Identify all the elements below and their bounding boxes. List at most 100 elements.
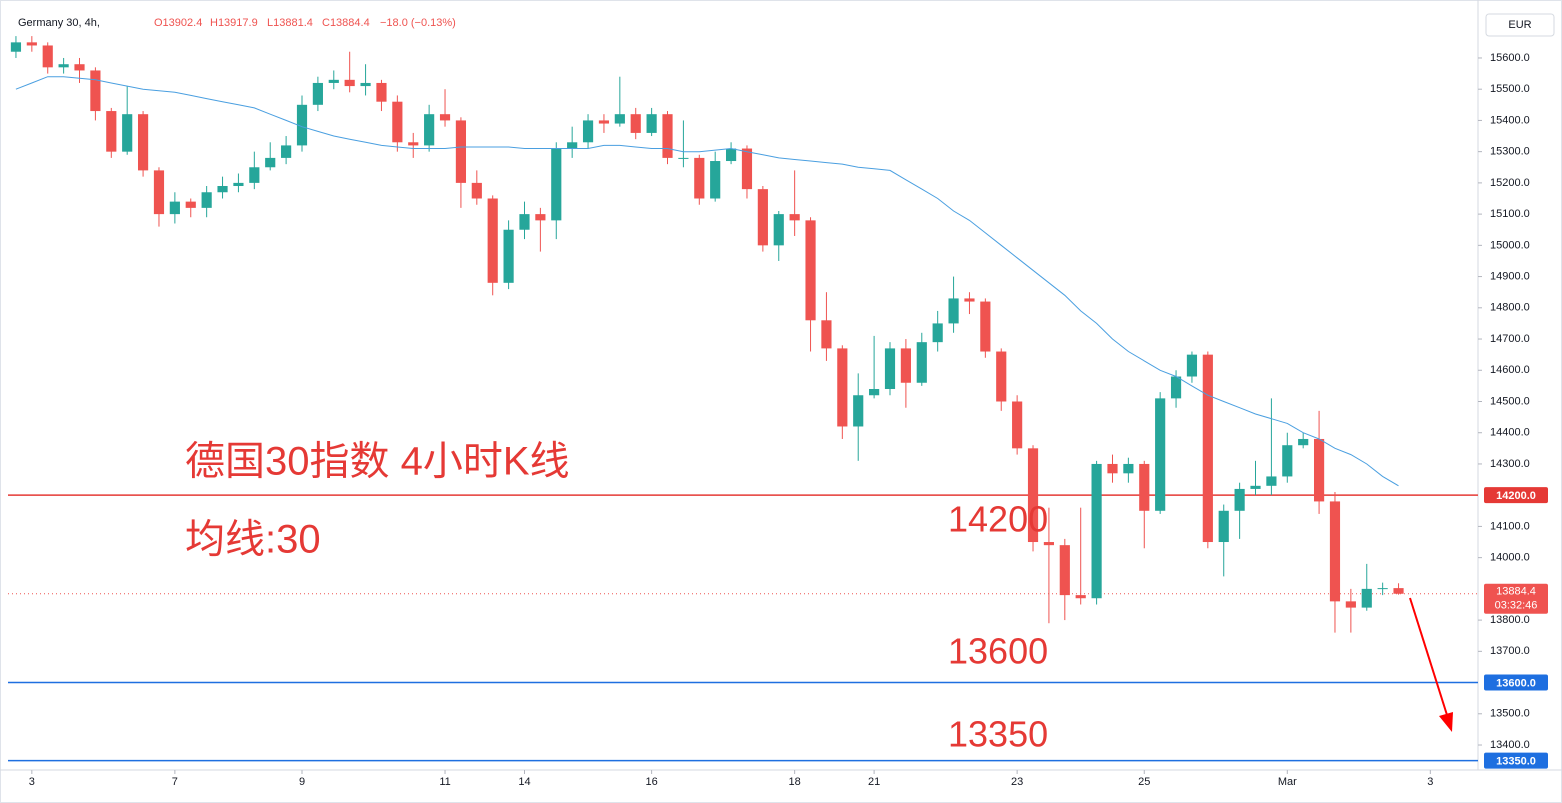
x-tick-label: 16 [645,776,657,788]
candle-body [74,64,85,71]
candle-body [249,167,260,183]
candle-body [376,82,387,102]
x-tick-label: 7 [172,776,178,788]
candle-body [1377,588,1388,590]
candle-body [281,145,292,158]
y-tick-label: 14400.0 [1490,427,1530,439]
candle-body [153,170,165,215]
candle-body [567,142,578,149]
level-label: 14200.0 [1496,490,1536,502]
candle-body [519,214,530,230]
x-tick-label: 25 [1138,776,1150,788]
candle-body [1075,595,1086,599]
candle-body [900,348,911,383]
y-tick-label: 14800.0 [1490,302,1530,314]
candle-body [853,395,864,427]
y-tick-label: 15400.0 [1490,114,1530,126]
candle-body [1361,588,1372,608]
candle-body [996,351,1007,402]
candle-body [10,42,22,52]
candle-body [598,120,610,124]
candle-body [980,301,991,352]
level-label: 13350.0 [1496,756,1536,768]
candle-body [535,214,546,221]
candle-body [837,348,848,427]
candle-body [471,182,482,199]
candle-body [265,157,276,168]
candle-body [757,189,768,246]
candle-body [916,342,927,383]
candle-body [964,298,975,302]
candle-body [725,148,737,162]
candle-body [1123,463,1134,474]
candle-body [392,101,403,143]
candle-body [1107,463,1118,474]
legend-change: −18.0 (−0.13%) [380,17,456,29]
candle-body [312,82,323,105]
candle-body [630,114,641,133]
candle-body [710,161,721,199]
y-tick-label: 15100.0 [1490,208,1530,220]
arrow-shaft [1409,597,1448,716]
y-tick-label: 14000.0 [1490,552,1530,564]
candle-body [1313,438,1325,502]
symbol: Germany 30, 4h, [18,17,100,29]
candle-body [1139,463,1150,511]
currency[interactable]: EUR [1508,19,1531,31]
candle-body [1186,354,1198,377]
legend-close: C13884.4 [322,17,370,29]
candle-body [1329,501,1341,602]
candle-body [821,320,832,349]
legend-open: O13902.4 [154,17,202,29]
candle-body [328,79,339,83]
candle-body [122,114,133,152]
candle-body [932,323,943,343]
candle-body [646,114,657,133]
y-tick-label: 14900.0 [1490,270,1530,282]
candle-body [90,70,101,112]
candle-body [1170,376,1182,399]
y-tick-label: 15300.0 [1490,146,1530,158]
candle-body [408,142,419,146]
x-tick-label: 18 [789,776,801,788]
candle-body [741,148,753,190]
candle-body [487,198,498,283]
candle-body [582,120,594,143]
level-label-box [1484,487,1548,504]
candle-body [1155,398,1166,511]
candle-body [439,114,451,121]
candle-body [217,186,228,193]
x-tick-label: 3 [1427,776,1433,788]
annotation-level: 13600 [948,631,1048,672]
candle-body [360,82,371,87]
y-tick-label: 14500.0 [1490,395,1530,407]
x-tick-label: 14 [518,776,530,788]
candle-body [185,201,196,208]
currency-button[interactable] [1485,13,1555,37]
candle-body [551,148,562,221]
candle-body [869,389,880,396]
x-tick-label: 9 [299,776,305,788]
candle-body [1234,488,1245,511]
y-tick-label: 14300.0 [1490,458,1530,470]
candle-body [805,220,816,321]
y-tick-label: 14600.0 [1490,364,1530,376]
candle-body [424,114,435,146]
candle-body [137,114,149,171]
candle-body [1393,588,1404,594]
candle-body [1012,401,1023,449]
legend-low: L13881.4 [267,17,313,29]
level-label: 13600.0 [1496,677,1536,689]
y-tick-label: 14700.0 [1490,333,1530,345]
candle-body [1298,438,1309,446]
x-tick-label: 11 [439,776,450,788]
annotation-level: 13350 [948,714,1048,755]
candle-body [694,157,705,199]
y-tick-label: 15500.0 [1490,83,1530,95]
last-price-label: 13884.4 [1496,586,1536,598]
y-tick-label: 15200.0 [1490,177,1530,189]
candle-body [42,45,53,68]
candle-body [1043,542,1055,546]
